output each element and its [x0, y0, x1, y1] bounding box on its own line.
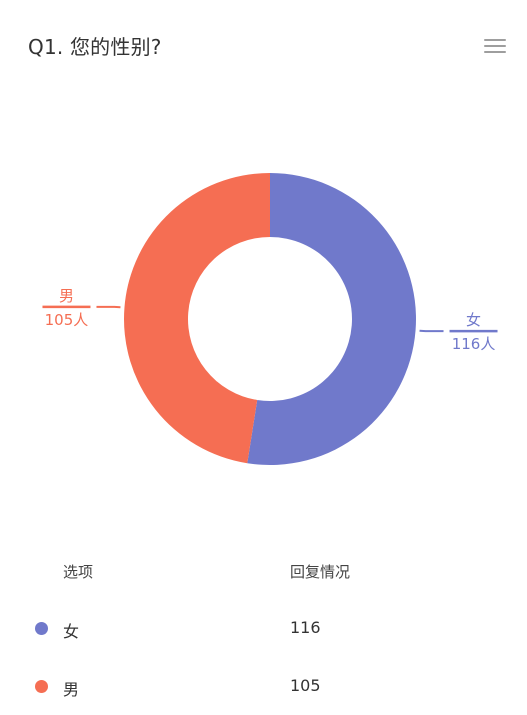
question-title: Q1. 您的性别?: [28, 35, 162, 59]
slice-value-label: 116人: [452, 335, 496, 353]
table-row: 男 105: [0, 671, 527, 701]
menu-line: [484, 39, 506, 41]
table-header-option: 选项: [63, 563, 94, 581]
hamburger-menu-icon[interactable]: [484, 36, 508, 56]
donut-chart: 女 116人 男 105人: [42, 173, 498, 465]
legend-dot: [35, 680, 48, 693]
donut-slice[interactable]: [247, 173, 417, 465]
slice-value-label: 105人: [45, 311, 89, 329]
table-header-response: 回复情况: [290, 563, 351, 581]
menu-line: [484, 45, 506, 47]
row-response-value: 116: [290, 618, 321, 637]
legend-dot: [35, 622, 48, 635]
menu-line: [484, 51, 506, 53]
slice-category-label: 女: [466, 311, 481, 329]
slice-category-label: 男: [59, 287, 74, 305]
row-response-value: 105: [290, 676, 321, 695]
row-option-label: 女: [63, 622, 80, 641]
donut-slice[interactable]: [124, 173, 271, 464]
table-row: 女 116: [0, 613, 527, 643]
row-option-label: 男: [63, 680, 80, 699]
